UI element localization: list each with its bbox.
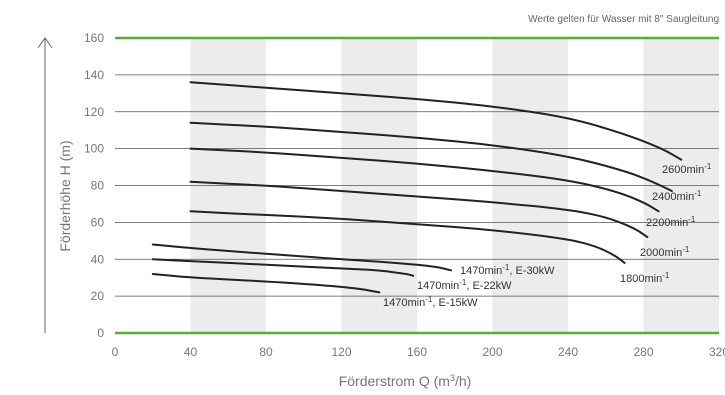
curve-label-7-sup: -1 bbox=[425, 295, 433, 304]
curve-6 bbox=[151, 258, 415, 277]
x-axis-title-main: Förderstrom Q (m bbox=[339, 373, 450, 389]
curve-label-0: 2600min-1 bbox=[662, 162, 712, 176]
y-axis-title: Förderhöhe H (m) bbox=[57, 140, 73, 251]
y-tick-label-60: 60 bbox=[91, 215, 105, 229]
curve-label-4: 1800min-1 bbox=[620, 271, 670, 285]
x-tick-label-120: 120 bbox=[331, 345, 351, 359]
chart-note: Werte gelten für Wasser mit 8" Saugleitu… bbox=[528, 14, 719, 25]
x-axis-title-sup: 3 bbox=[450, 373, 455, 383]
y-tick-label-100: 100 bbox=[84, 142, 104, 156]
y-tick-label-0: 0 bbox=[97, 326, 104, 340]
curve-label-5-end: , E-30kW bbox=[509, 265, 555, 277]
curve-label-2: 2200min-1 bbox=[646, 215, 696, 229]
y-tick-label-140: 140 bbox=[84, 68, 104, 82]
x-tick-label-80: 80 bbox=[259, 345, 273, 359]
curve-label-1: 2400min-1 bbox=[652, 189, 702, 203]
axes bbox=[115, 36, 719, 335]
curve-label-3-main: 2000min bbox=[640, 247, 682, 259]
tick-labels: 0 40 80 120 160 200 240 280 320 0 20 40 60 80 100 120 14… bbox=[84, 31, 725, 359]
y-tick-label-40: 40 bbox=[91, 252, 105, 266]
x-tick-label-40: 40 bbox=[184, 345, 198, 359]
curve-label-7-end: , E-15kW bbox=[432, 297, 478, 309]
x-tick-label-240: 240 bbox=[558, 345, 578, 359]
curve-label-1-main: 2400min bbox=[652, 191, 694, 203]
curve-label-7: 1470min-1, E-15kW bbox=[383, 295, 478, 309]
curve-label-4-main: 1800min bbox=[620, 273, 662, 285]
curves bbox=[151, 81, 683, 294]
curve-label-2-main: 2200min bbox=[646, 217, 688, 229]
x-axis-title: Förderstrom Q (m3/h) bbox=[339, 373, 472, 389]
curve-5 bbox=[151, 243, 452, 272]
y-axis-arrow-head bbox=[37, 37, 53, 49]
curve-label-6-end: , E-22kW bbox=[466, 280, 512, 292]
y-tick-label-120: 120 bbox=[84, 105, 104, 119]
curve-label-2-sup: -1 bbox=[688, 215, 696, 224]
curve-label-3-sup: -1 bbox=[682, 245, 690, 254]
x-tick-label-280: 280 bbox=[633, 345, 653, 359]
curve-label-5-sup: -1 bbox=[502, 263, 510, 272]
curve-label-1-sup: -1 bbox=[694, 189, 702, 198]
curve-2 bbox=[189, 147, 660, 213]
curve-label-0-main: 2600min bbox=[662, 164, 704, 176]
curve-label-5-main: 1470min bbox=[460, 265, 502, 277]
curve-labels: 2600min-12400min-12200min-12000min-11800… bbox=[383, 162, 712, 309]
x-tick-label-200: 200 bbox=[482, 345, 502, 359]
curve-4 bbox=[189, 210, 626, 264]
curve-7 bbox=[151, 273, 381, 294]
curve-label-6: 1470min-1, E-22kW bbox=[417, 278, 512, 292]
curve-label-7-main: 1470min bbox=[383, 297, 425, 309]
curve-label-0-sup: -1 bbox=[704, 162, 712, 171]
x-axis-title-end: /h) bbox=[455, 373, 471, 389]
x-tick-label-160: 160 bbox=[407, 345, 427, 359]
curve-label-4-sup: -1 bbox=[662, 271, 670, 280]
x-tick-label-320: 320 bbox=[709, 345, 725, 359]
curve-label-6-main: 1470min bbox=[417, 280, 459, 292]
curve-label-6-sup: -1 bbox=[459, 278, 467, 287]
curve-3 bbox=[189, 180, 649, 239]
y-tick-label-20: 20 bbox=[91, 289, 105, 303]
curve-label-5: 1470min-1, E-30kW bbox=[460, 263, 555, 277]
curve-0 bbox=[189, 81, 683, 161]
curve-label-3: 2000min-1 bbox=[640, 245, 690, 259]
curve-1 bbox=[189, 121, 673, 192]
x-tick-label-0: 0 bbox=[112, 345, 119, 359]
y-tick-label-160: 160 bbox=[84, 31, 104, 45]
y-tick-label-80: 80 bbox=[91, 179, 105, 193]
